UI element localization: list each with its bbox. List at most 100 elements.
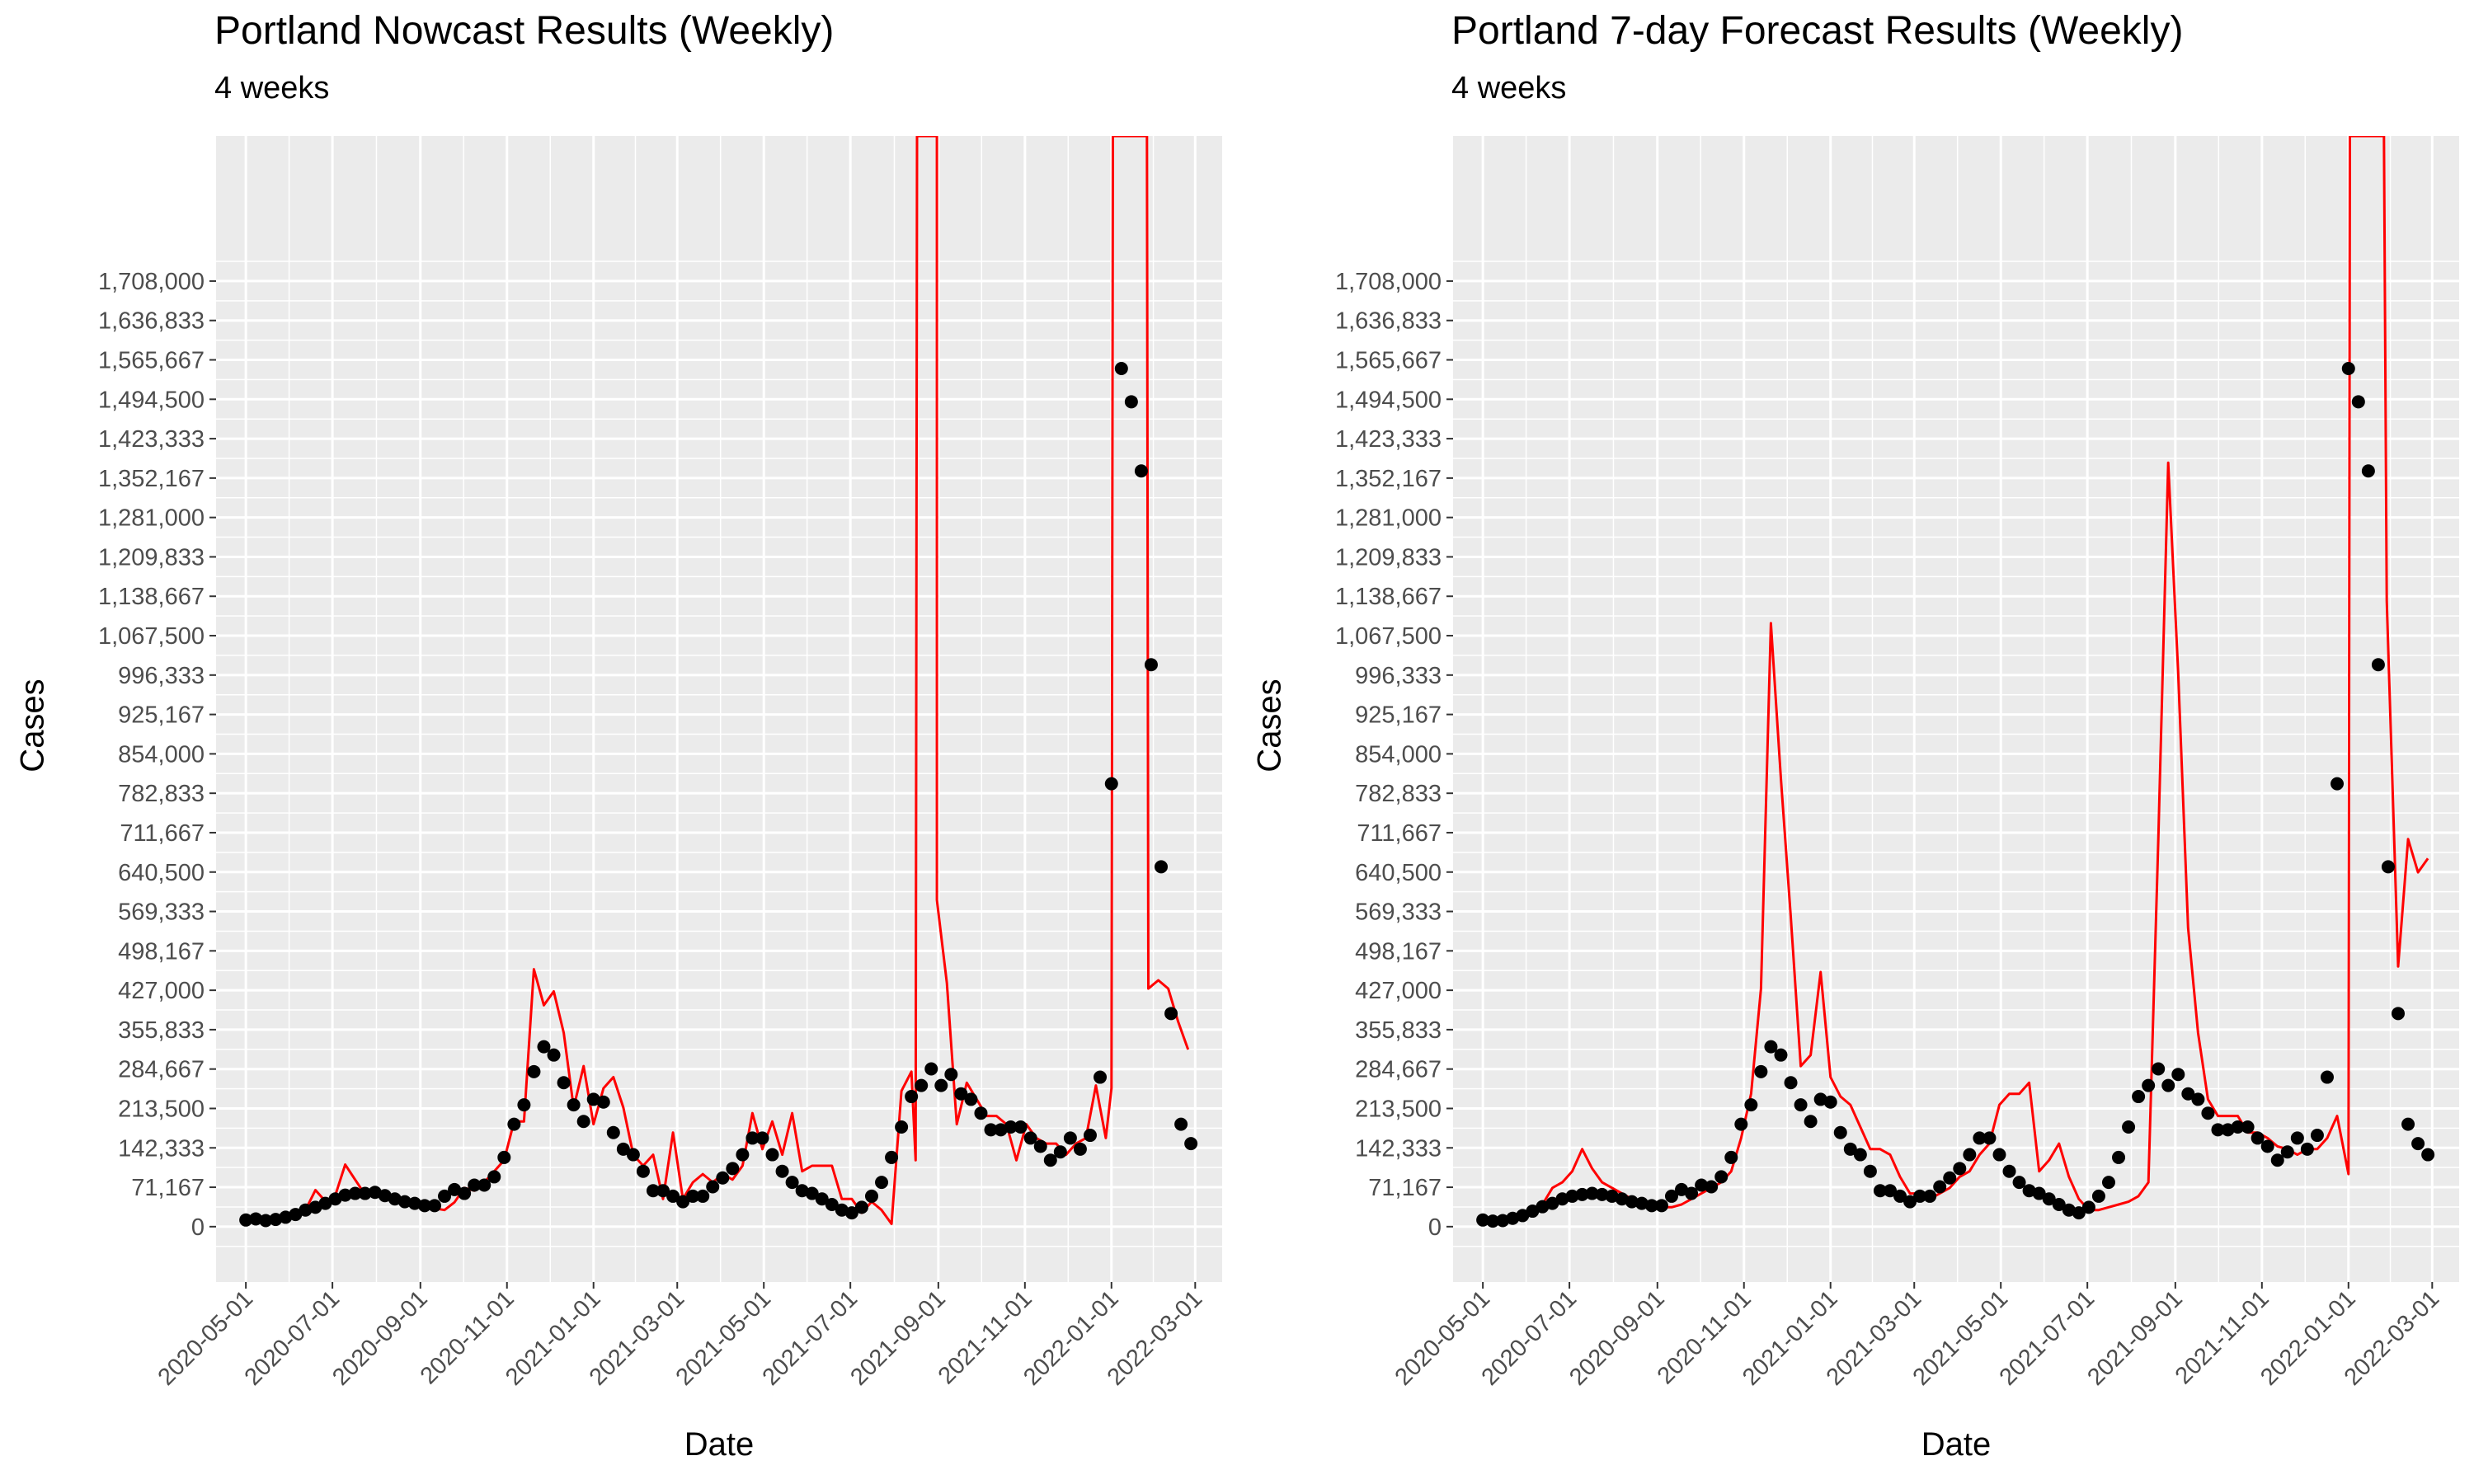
y-tick-label: 142,333: [1355, 1135, 1442, 1162]
x-tick-label: 2021-07-01: [1995, 1285, 2100, 1391]
plot-background: [1453, 136, 2459, 1282]
data-point: [2002, 1164, 2016, 1178]
y-tick-label: 213,500: [1355, 1096, 1442, 1122]
data-point: [308, 1200, 322, 1214]
data-point: [646, 1184, 660, 1198]
data-point: [964, 1092, 978, 1106]
y-tick-label: 1,636,833: [1335, 308, 1442, 335]
y-tick-label: 782,833: [1355, 781, 1442, 807]
data-point: [358, 1186, 372, 1200]
data-point: [328, 1192, 342, 1206]
data-point: [1164, 1007, 1178, 1021]
data-point: [1083, 1129, 1097, 1143]
y-tick-label: 1,138,667: [1335, 584, 1442, 610]
data-point: [1804, 1115, 1818, 1129]
data-point: [835, 1203, 849, 1217]
data-point: [517, 1098, 531, 1112]
x-tick-label: 2020-09-01: [1564, 1285, 1670, 1391]
y-tick-label: 1,067,500: [98, 623, 205, 650]
data-point: [875, 1176, 889, 1190]
data-point: [666, 1189, 680, 1203]
y-tick-label: 1,494,500: [1335, 387, 1442, 413]
data-point: [636, 1164, 650, 1178]
y-tick-label: 1,494,500: [98, 387, 205, 413]
data-point: [1724, 1150, 1738, 1164]
data-point: [1595, 1187, 1609, 1201]
y-tick-label: 355,833: [118, 1017, 205, 1044]
y-tick-label: 1,636,833: [98, 308, 205, 335]
data-point: [2072, 1206, 2086, 1220]
data-point: [1516, 1209, 1530, 1223]
data-point: [696, 1189, 710, 1203]
y-tick-label: 569,333: [1355, 899, 1442, 926]
data-point: [2032, 1186, 2046, 1200]
data-point: [1014, 1120, 1028, 1134]
data-point: [1823, 1095, 1837, 1109]
y-tick-label: 1,423,333: [1335, 426, 1442, 453]
data-point: [2260, 1139, 2274, 1153]
data-point: [885, 1150, 899, 1164]
data-point: [2411, 1137, 2425, 1151]
y-tick-label: 1,281,000: [98, 505, 205, 532]
data-point: [1625, 1195, 1639, 1209]
data-point: [1526, 1205, 1540, 1219]
y-tick-label: 711,667: [120, 820, 205, 847]
data-point: [815, 1192, 829, 1206]
data-point: [289, 1208, 303, 1222]
data-point: [1734, 1117, 1748, 1131]
data-point: [2361, 464, 2375, 478]
data-point: [825, 1197, 839, 1211]
data-point: [1605, 1189, 1619, 1203]
data-point: [1873, 1184, 1887, 1198]
data-point: [2112, 1150, 2126, 1164]
data-point: [944, 1068, 958, 1082]
chart-subtitle: 4 weeks: [1451, 71, 1567, 106]
data-point: [1043, 1153, 1057, 1167]
data-point: [2351, 395, 2365, 409]
y-tick-label: 640,500: [118, 860, 205, 886]
data-point: [348, 1186, 362, 1200]
data-point: [864, 1189, 878, 1203]
y-tick-label: 427,000: [1355, 978, 1442, 1004]
plot-area-nowcast: 0 71,167 142,333 213,500 284,667 355,833 427,0…: [98, 136, 1222, 1391]
data-point: [2132, 1090, 2146, 1104]
data-point: [2310, 1129, 2324, 1143]
data-point: [2221, 1123, 2235, 1137]
y-tick-label: 854,000: [118, 741, 205, 768]
data-point: [318, 1196, 332, 1210]
data-point: [1496, 1214, 1510, 1228]
data-point: [1644, 1199, 1658, 1213]
x-tick-label: 2020-09-01: [327, 1285, 433, 1391]
data-point: [1833, 1125, 1847, 1139]
data-point: [576, 1115, 590, 1129]
data-point: [527, 1064, 541, 1078]
data-point: [547, 1048, 561, 1062]
data-point: [616, 1142, 630, 1156]
data-point: [755, 1131, 769, 1145]
y-tick-label: 996,333: [1355, 663, 1442, 689]
y-tick-label: 498,167: [118, 938, 205, 965]
data-point: [338, 1188, 352, 1202]
data-point: [2062, 1203, 2076, 1217]
data-point: [656, 1184, 670, 1198]
data-point: [2022, 1184, 2036, 1198]
data-point: [1063, 1131, 1077, 1145]
chart-title: Portland 7-day Forecast Results (Weekly): [1451, 9, 2184, 53]
data-point: [745, 1131, 760, 1145]
data-point: [1943, 1171, 1957, 1185]
data-point: [1134, 464, 1148, 478]
data-point: [1536, 1200, 1550, 1214]
data-point: [2251, 1131, 2265, 1145]
y-tick-label: 1,708,000: [1335, 269, 1442, 295]
data-point: [417, 1199, 431, 1213]
data-point: [1933, 1180, 1947, 1194]
data-point: [994, 1123, 1008, 1137]
chart-subtitle: 4 weeks: [214, 71, 330, 106]
data-point: [2171, 1068, 2185, 1082]
data-point: [716, 1171, 730, 1185]
data-point: [954, 1087, 968, 1101]
data-point: [2320, 1070, 2334, 1084]
y-tick-label: 1,138,667: [98, 584, 205, 610]
data-point: [895, 1120, 909, 1134]
x-tick-label: 2020-07-01: [240, 1285, 346, 1391]
